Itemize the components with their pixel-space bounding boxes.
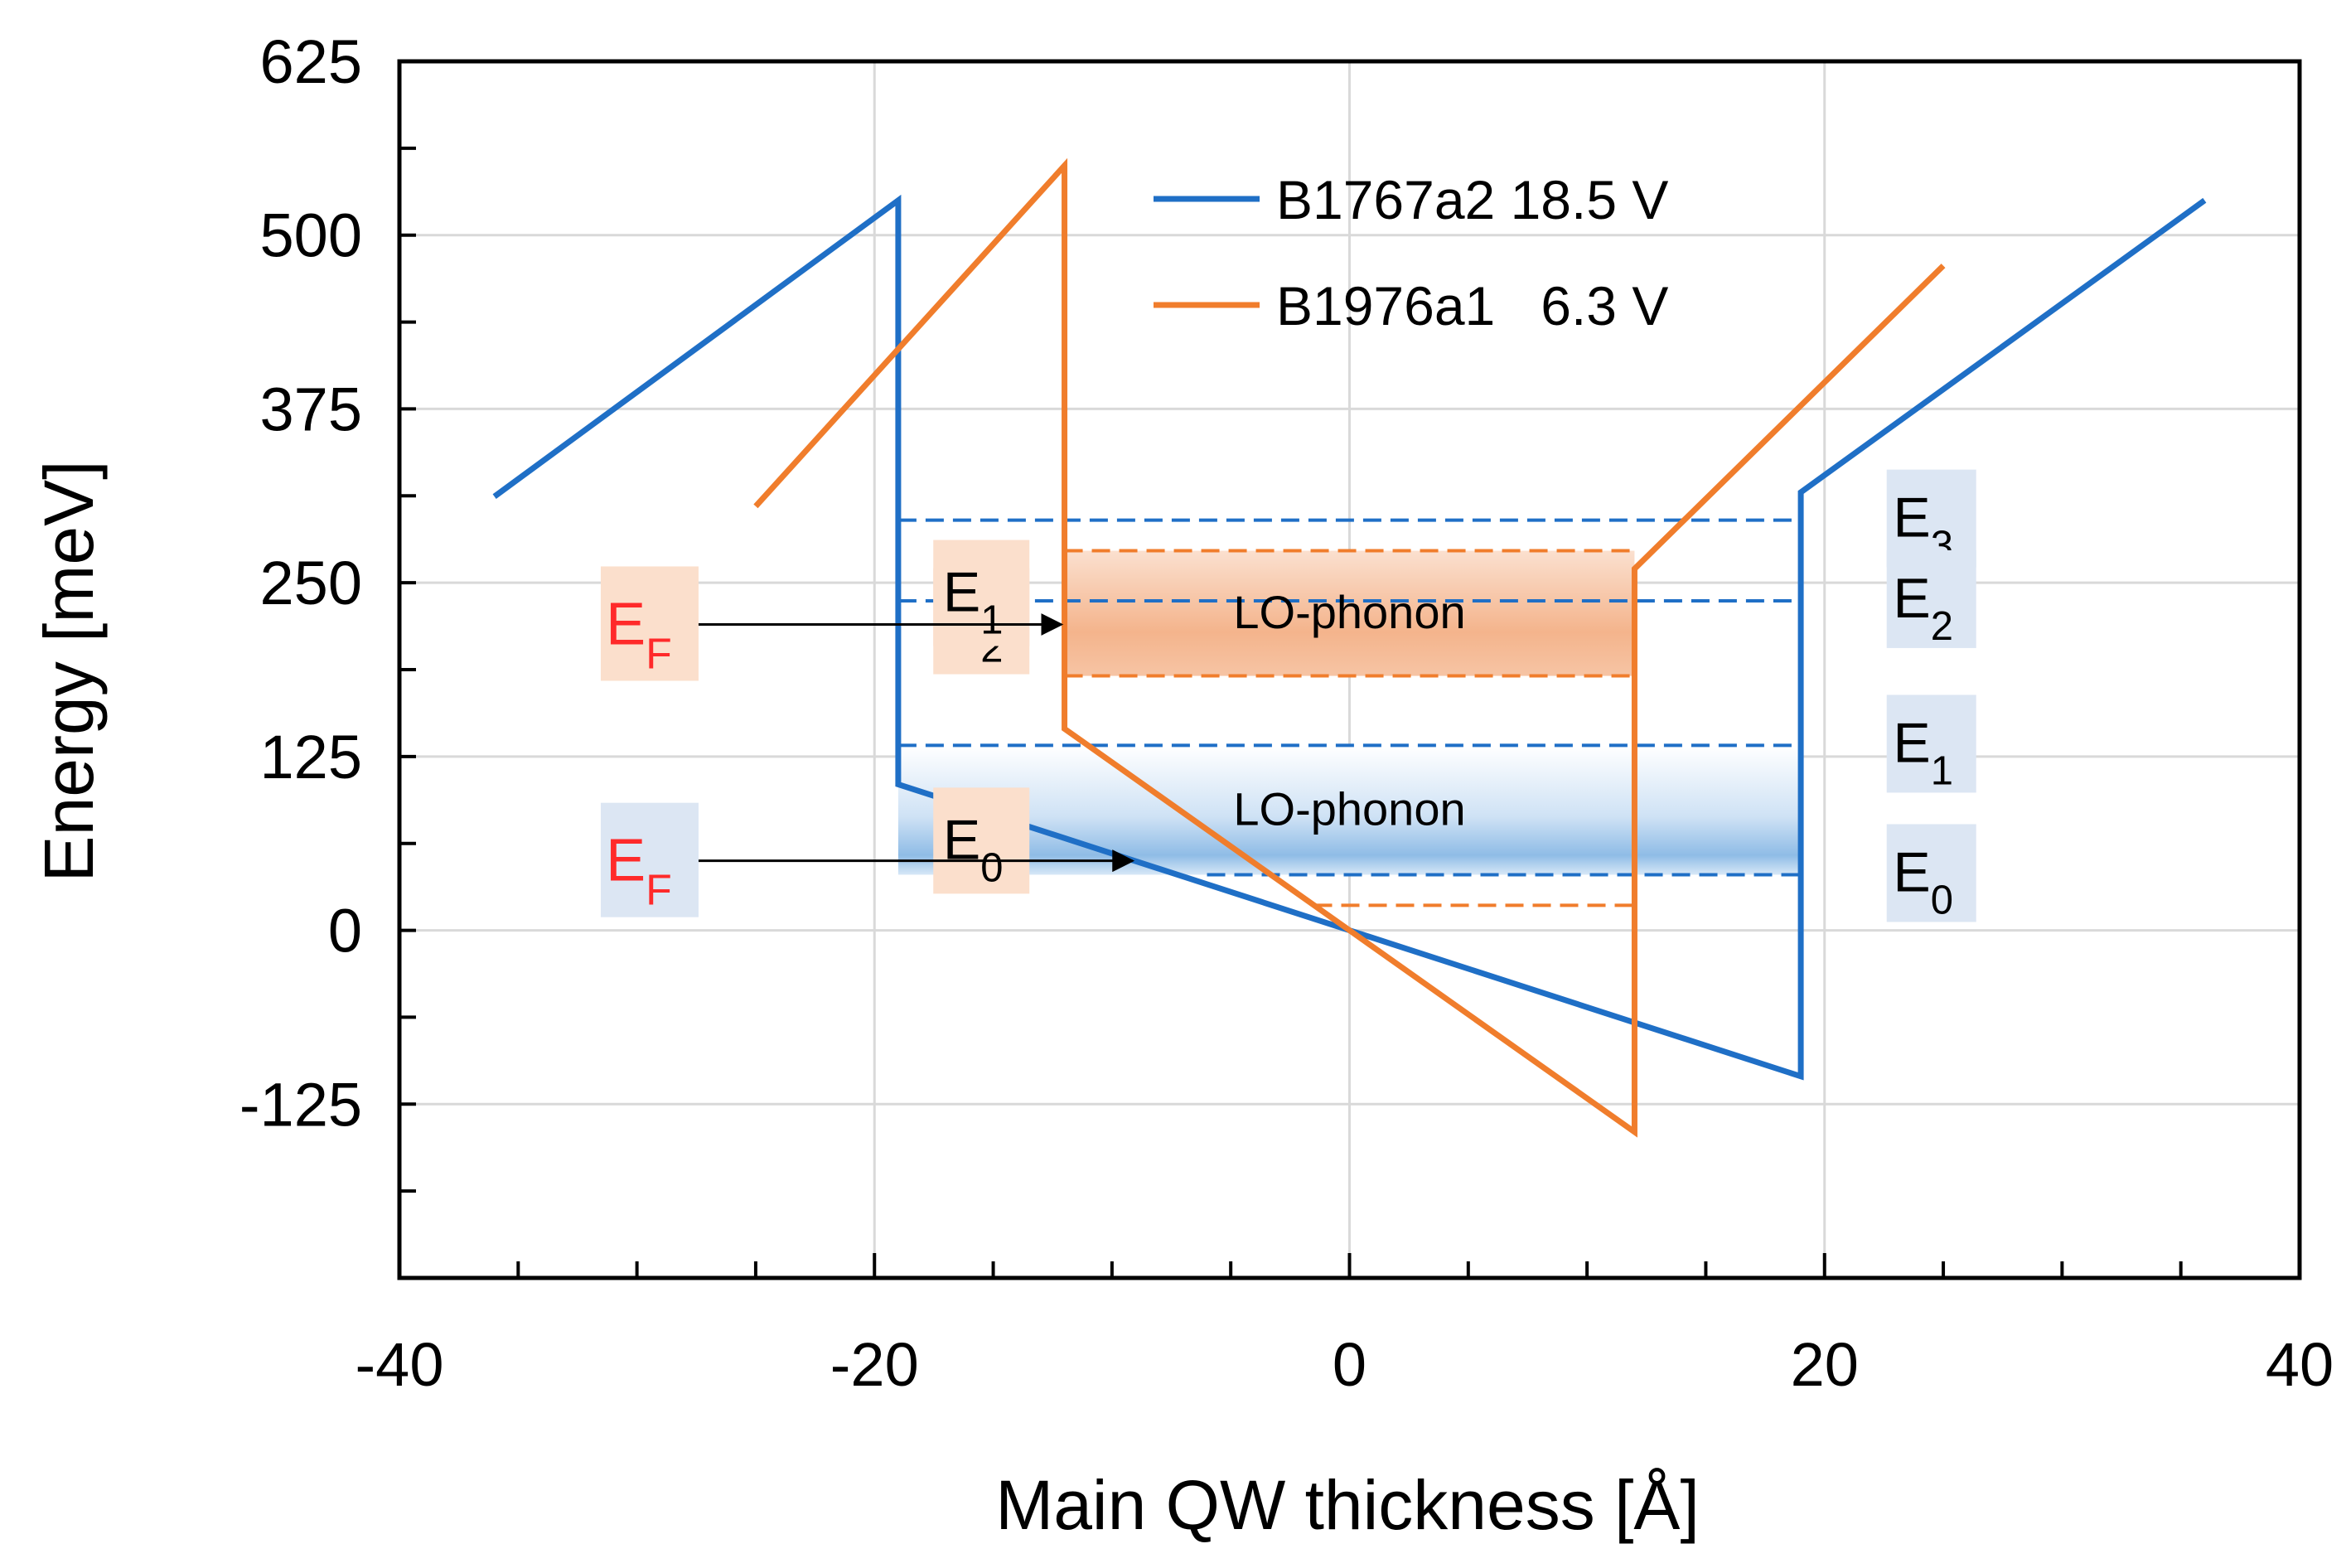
y-tick-label: 375 xyxy=(260,375,362,443)
lo-phonon-band xyxy=(1064,550,1635,676)
level-label-e1-box xyxy=(933,540,1030,646)
x-tick-label: -20 xyxy=(830,1330,919,1399)
y-tick-label: 500 xyxy=(260,201,362,270)
lo-phonon-band xyxy=(897,745,1802,875)
lo-phonon-bands xyxy=(897,550,1802,875)
axis-ticks: -40 -20 0 20 40 625 500 375 250 125 0 -125 xyxy=(239,27,2334,1399)
series-line xyxy=(753,157,1946,1138)
x-tick-label: -40 xyxy=(356,1330,444,1399)
level-label-e0-box xyxy=(933,787,1030,894)
y-tick-label: 125 xyxy=(260,723,362,791)
fermi-level-box xyxy=(600,802,699,917)
y-tick-label: -125 xyxy=(239,1070,362,1139)
level-label-e0-box xyxy=(1886,824,1976,922)
y-tick-label: 625 xyxy=(260,27,362,96)
x-tick-label: 0 xyxy=(1333,1330,1366,1399)
fermi-level-box xyxy=(600,566,699,681)
legend-label: B1767a2 18.5 V xyxy=(1276,169,1668,230)
legend: B1767a2 18.5 V B1976a1 6.3 V xyxy=(1154,169,1668,336)
level-label-e1-box xyxy=(1886,694,1976,793)
x-tick-label: 20 xyxy=(1791,1330,1859,1399)
lo-phonon-label: LO-phonon xyxy=(1233,782,1465,835)
x-axis-title: Main QW thickness [Å] xyxy=(995,1466,1700,1544)
potential-profiles xyxy=(492,157,2207,1138)
y-axis-title: Energy [meV] xyxy=(30,461,108,883)
x-tick-label: 40 xyxy=(2266,1330,2334,1399)
energy-level-lines xyxy=(897,518,1802,907)
lo-phonon-label: LO-phonon xyxy=(1233,586,1465,638)
level-label-e2-box xyxy=(1886,549,1976,648)
y-tick-label: 250 xyxy=(260,549,362,617)
legend-label: B1976a1 6.3 V xyxy=(1276,275,1668,336)
y-tick-label: 0 xyxy=(328,897,362,965)
